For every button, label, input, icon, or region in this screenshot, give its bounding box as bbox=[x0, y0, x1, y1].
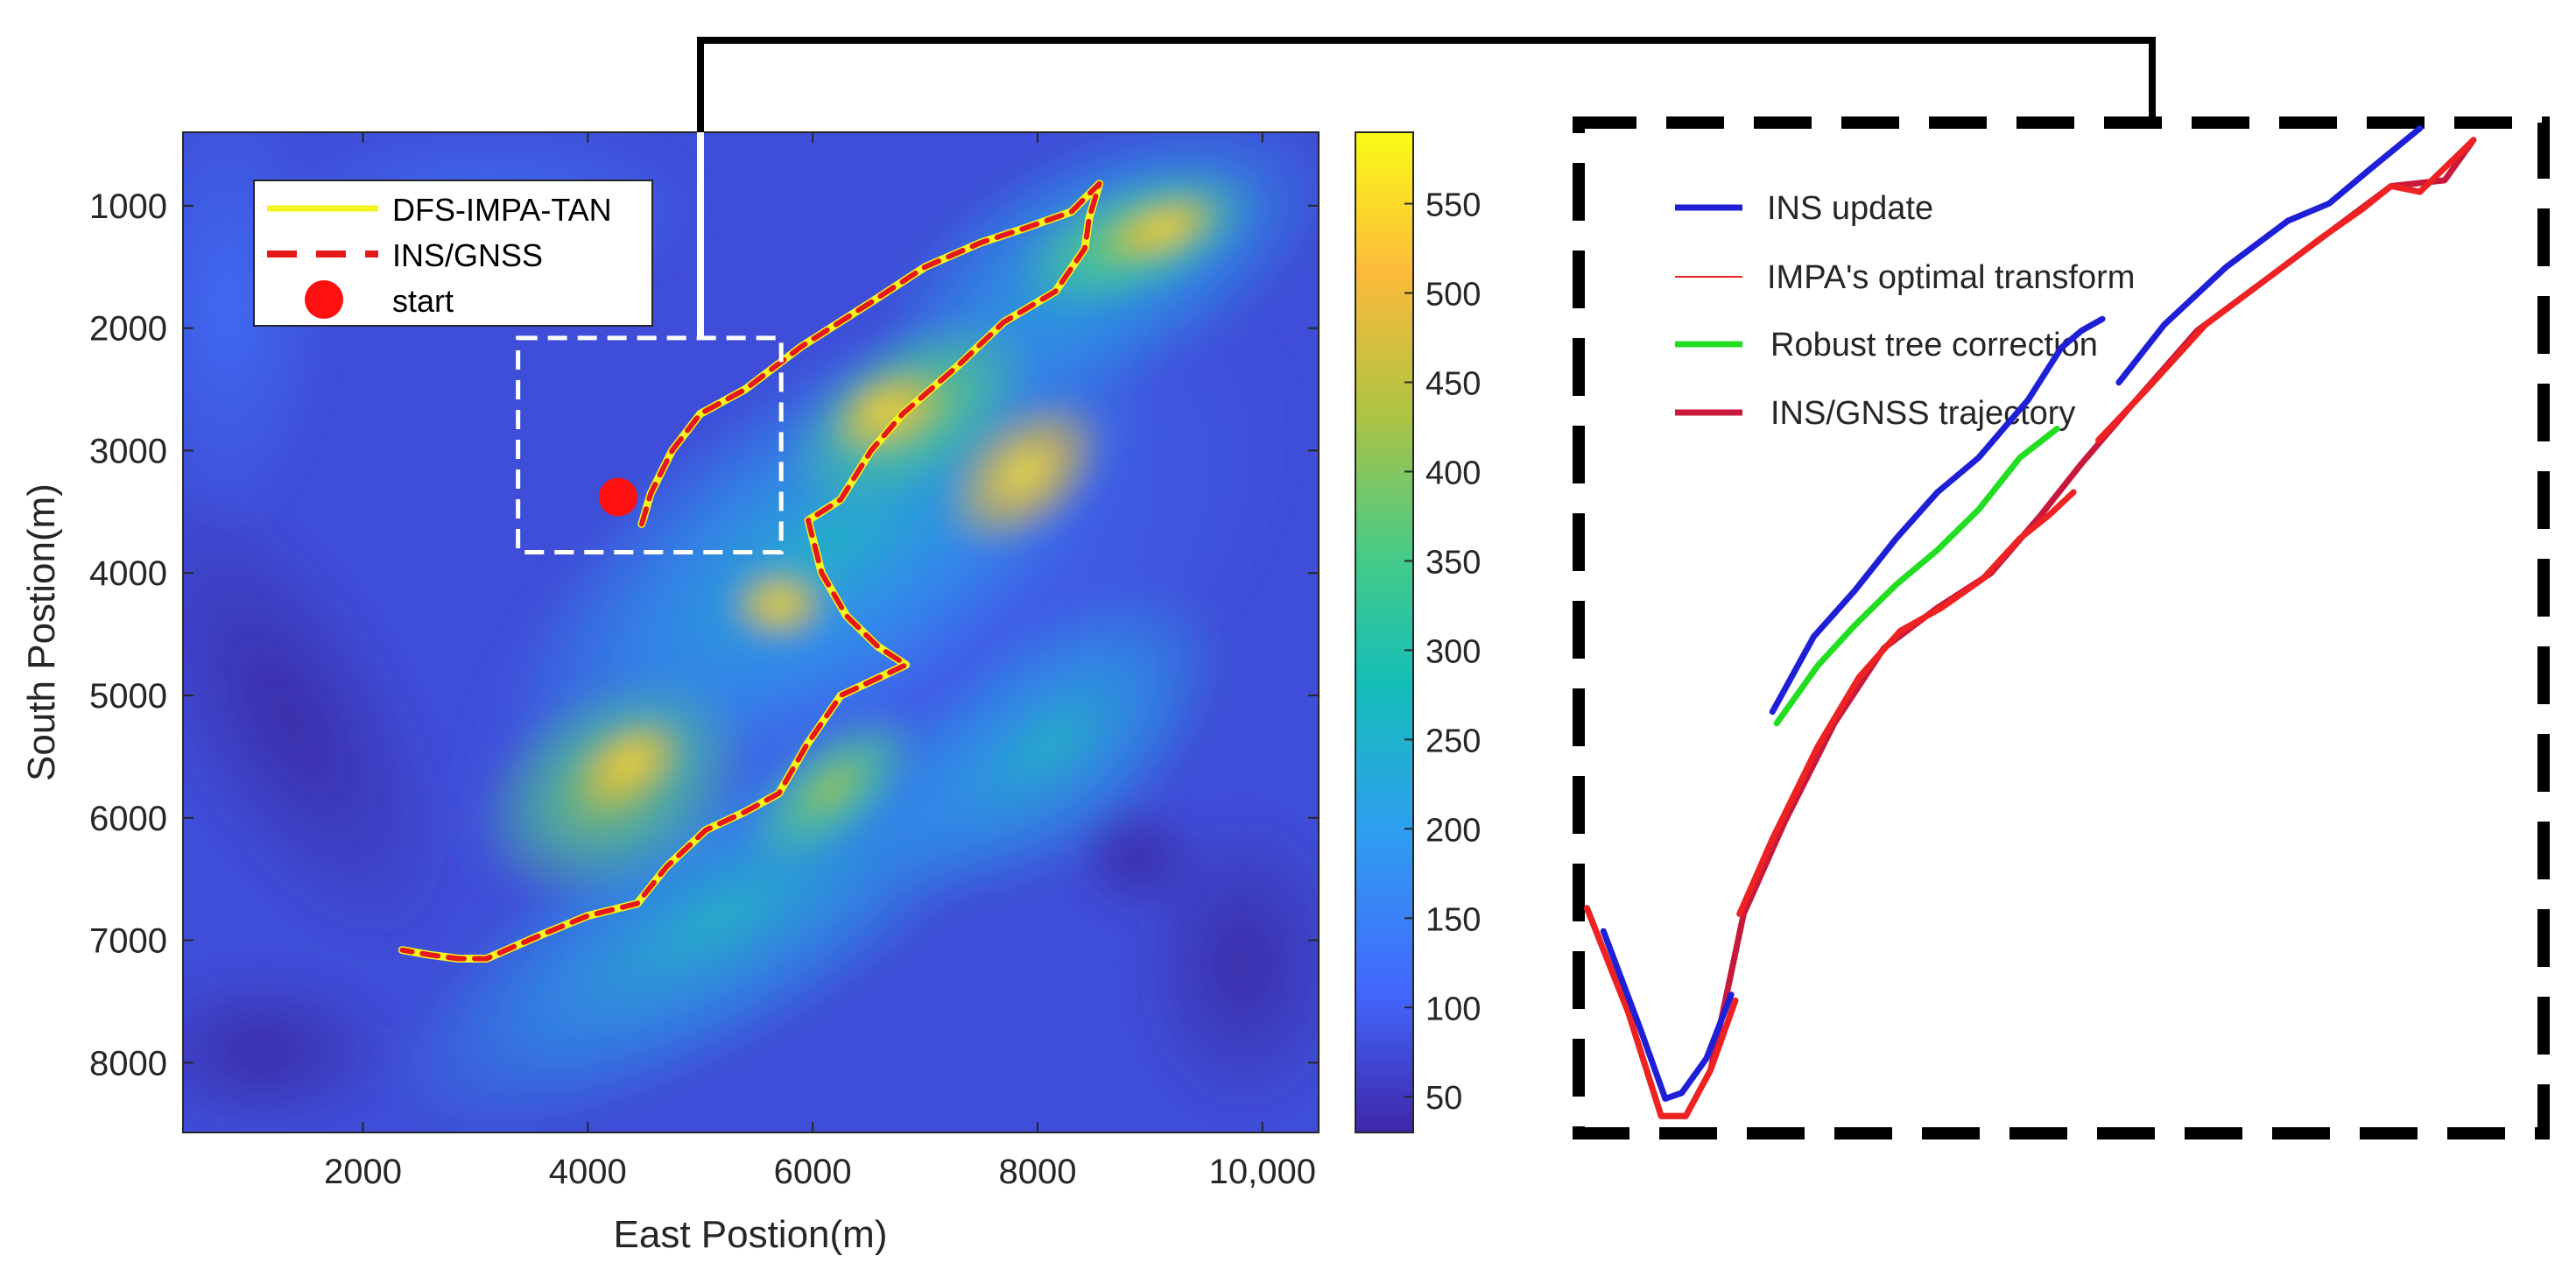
x-axis-ticks: 2000 4000 6000 8000 10,000 bbox=[324, 132, 1316, 1191]
x-tick-label: 2000 bbox=[324, 1153, 402, 1191]
terrain-map: 2000 4000 6000 8000 10,000 1000 2000 3000 4000 5… bbox=[20, 131, 1320, 1256]
y-tick-label: 1000 bbox=[89, 187, 167, 226]
trajectory-lines bbox=[398, 180, 1104, 963]
series-ins-gnss bbox=[399, 180, 1102, 962]
inset-series-ins-update bbox=[1600, 928, 1735, 1102]
colorbar-tick-label: 150 bbox=[1425, 901, 1481, 938]
inset-legend-label-ins-update: INS update bbox=[1767, 190, 1933, 227]
y-tick-label: 6000 bbox=[89, 800, 167, 838]
inset-series-impa-s-optimal-transform bbox=[1583, 905, 1739, 1119]
inset-dashed-frame bbox=[1573, 116, 2550, 1139]
start-marker bbox=[598, 477, 637, 517]
colorbar-tick-label: 500 bbox=[1425, 277, 1481, 314]
zoom-region-box bbox=[516, 335, 784, 554]
inset-legend: INS update IMPA's optimal transform Robu… bbox=[1675, 190, 2135, 432]
colorbar-tick-label: 200 bbox=[1425, 812, 1481, 849]
legend-label-ins-gnss: INS/GNSS bbox=[392, 237, 543, 273]
terrain-heatmap bbox=[183, 132, 1319, 1132]
y-tick-label: 8000 bbox=[89, 1044, 167, 1083]
x-tick-label: 10,000 bbox=[1209, 1153, 1316, 1191]
colorbar-gradient bbox=[1355, 131, 1414, 1133]
colorbar-tick-label: 100 bbox=[1425, 991, 1481, 1027]
colorbar-tick-label: 550 bbox=[1425, 187, 1481, 224]
inset-series-ins-update bbox=[2115, 125, 2424, 386]
legend-label-dfs-impa-tan: DFS-IMPA-TAN bbox=[392, 192, 612, 228]
inset-legend-label-impa: IMPA's optimal transform bbox=[1767, 259, 2135, 296]
colorbar-tick-label: 400 bbox=[1425, 455, 1481, 491]
colorbar: 50 100 150 200 250 300 350 400 450 500 550 bbox=[1355, 131, 1481, 1133]
y-tick-label: 5000 bbox=[89, 677, 167, 716]
zoom-inset: INS update IMPA's optimal transform Robu… bbox=[1573, 116, 2550, 1139]
y-axis-ticks: 1000 2000 3000 4000 5000 6000 7000 8000 bbox=[89, 187, 1319, 1083]
y-tick-label: 2000 bbox=[89, 310, 167, 349]
colorbar-tick-label: 350 bbox=[1425, 544, 1481, 581]
y-tick-label: 3000 bbox=[89, 432, 167, 470]
inset-series-impa-s-optimal-transform bbox=[1736, 489, 2077, 917]
colorbar-tick-label: 300 bbox=[1425, 633, 1481, 670]
x-axis-label: East Postion(m) bbox=[614, 1213, 888, 1256]
legend-label-start: start bbox=[392, 283, 454, 319]
inset-series-impa-s-optimal-transform bbox=[2094, 137, 2477, 444]
map-axes-frame bbox=[182, 131, 1320, 1133]
colorbar-tick-label: 450 bbox=[1425, 366, 1481, 403]
colorbar-tick-label: 250 bbox=[1425, 723, 1481, 759]
legend-swatch-start bbox=[305, 280, 343, 319]
x-tick-label: 4000 bbox=[549, 1153, 627, 1191]
inset-series-robust-tree-correction bbox=[1773, 426, 2060, 727]
map-legend: DFS-IMPA-TAN INS/GNSS start bbox=[253, 180, 653, 327]
inset-legend-label-robust-tree: Robust tree correction bbox=[1770, 327, 2098, 363]
y-tick-label: 4000 bbox=[89, 554, 167, 593]
inset-trajectory-lines bbox=[1583, 125, 2477, 1119]
colorbar-ticks: 50 100 150 200 250 300 350 400 450 500 550 bbox=[1404, 187, 1481, 1117]
x-tick-label: 6000 bbox=[774, 1153, 852, 1191]
colorbar-tick-label: 50 bbox=[1425, 1080, 1462, 1117]
inset-series-ins-update bbox=[1769, 315, 2106, 716]
y-tick-label: 7000 bbox=[89, 922, 167, 961]
y-axis-label: South Postion(m) bbox=[20, 483, 63, 781]
x-tick-label: 8000 bbox=[998, 1153, 1076, 1191]
